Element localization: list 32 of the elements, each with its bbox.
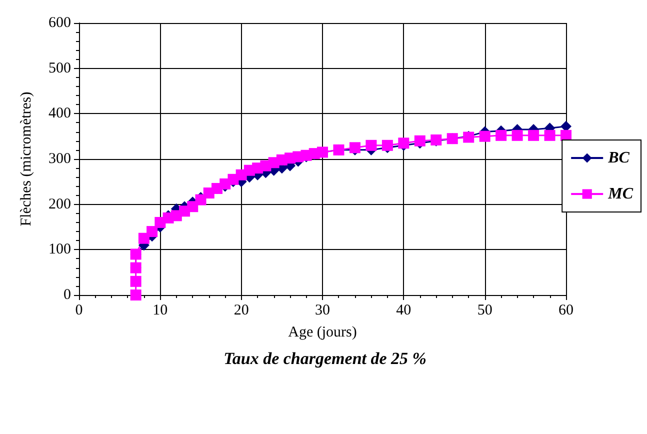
y-tick-label: 200 [48, 196, 71, 212]
y-tick-label: 0 [64, 287, 71, 303]
legend-label: MC [607, 186, 634, 202]
x-tick-label: 50 [477, 302, 492, 318]
x-tick-label: 20 [234, 302, 249, 318]
point [146, 226, 158, 238]
point [528, 130, 540, 141]
point [479, 130, 490, 142]
point [138, 232, 150, 244]
x-tick-label: 30 [315, 302, 330, 318]
point [496, 130, 507, 141]
point [512, 130, 523, 141]
y-tick-label: 600 [48, 15, 71, 31]
y-tick-label: 300 [48, 151, 71, 167]
y-tick-label: 400 [48, 106, 71, 122]
point [130, 276, 142, 287]
point [382, 140, 393, 151]
x-tick-label: 0 [75, 302, 83, 318]
text: Taux de chargement de 25 % [224, 349, 426, 368]
y-tick-label: 500 [48, 60, 71, 76]
x-tick-label: 10 [152, 302, 168, 318]
point [130, 290, 142, 300]
x-tick-label: 40 [396, 302, 412, 318]
point [414, 135, 426, 146]
legend-label: BC [607, 150, 630, 166]
y-axis-title: Flèches (micromètres) [18, 92, 34, 226]
y-tick-label: 100 [48, 242, 71, 258]
point [187, 201, 198, 212]
point [544, 130, 556, 141]
point [366, 140, 377, 151]
x-axis-title: Age (jours) [288, 324, 357, 340]
x-tick-label: 60 [558, 302, 574, 318]
